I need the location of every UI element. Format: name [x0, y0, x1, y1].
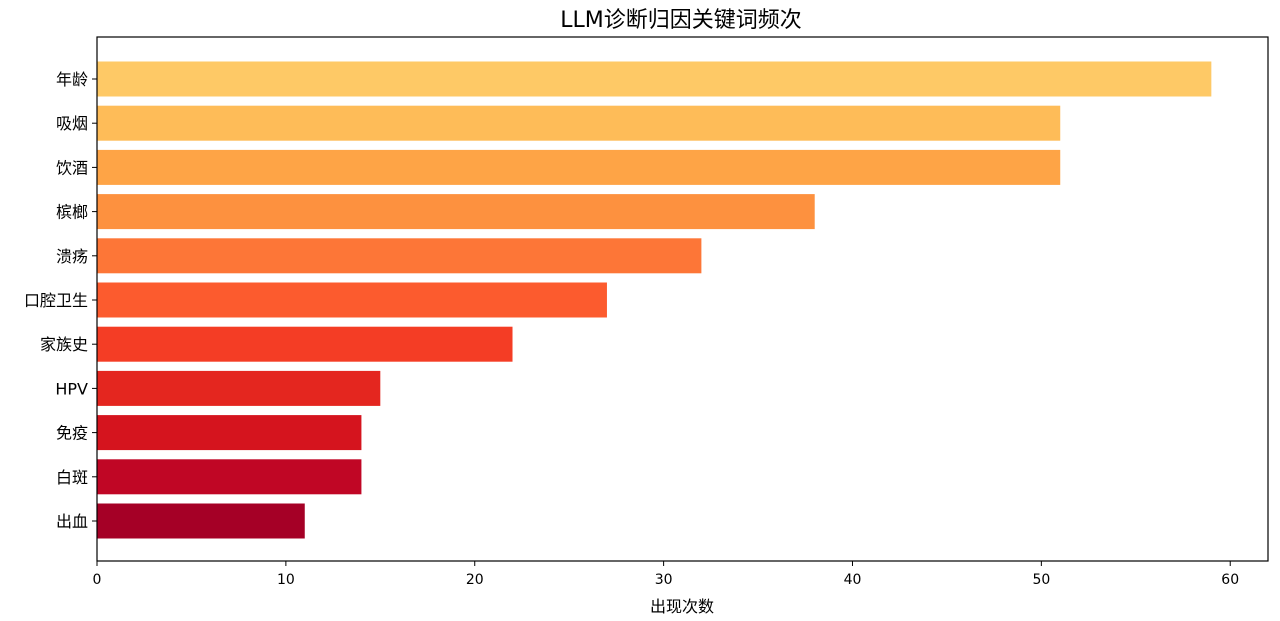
- bar: [97, 326, 513, 362]
- y-tick-label: 槟榔: [56, 203, 88, 222]
- x-tick-label: 10: [277, 572, 295, 588]
- y-tick-label: 吸烟: [56, 114, 88, 133]
- y-tick-label: 年龄: [56, 70, 88, 89]
- x-axis-ticks: 0 10 20 30 40 50 60: [93, 561, 1239, 588]
- bars-group: [97, 61, 1212, 539]
- bar: [97, 61, 1212, 97]
- bar: [97, 149, 1061, 185]
- x-axis-label: 出现次数: [650, 597, 714, 616]
- bar: [97, 459, 362, 495]
- bar: [97, 282, 607, 318]
- y-tick-label: HPV: [55, 379, 88, 398]
- y-tick-label: 溃疡: [56, 247, 88, 266]
- bar: [97, 105, 1061, 141]
- x-tick-label: 50: [1032, 572, 1050, 588]
- bar: [97, 415, 362, 451]
- y-tick-label: 免疫: [56, 424, 88, 443]
- y-tick-label: 白斑: [56, 468, 88, 487]
- y-tick-label: 饮酒: [56, 158, 88, 177]
- bar: [97, 238, 702, 274]
- bar: [97, 370, 381, 406]
- x-tick-label: 20: [466, 572, 484, 588]
- y-tick-label: 家族史: [40, 335, 88, 354]
- bar: [97, 194, 815, 230]
- plot-frame: [96, 36, 1269, 562]
- x-tick-label: 60: [1221, 572, 1239, 588]
- x-tick-label: 0: [93, 572, 102, 588]
- y-tick-label: 出血: [56, 512, 88, 531]
- y-tick-label: 口腔卫生: [24, 291, 88, 310]
- bar: [97, 503, 305, 539]
- x-tick-label: 40: [844, 572, 862, 588]
- x-tick-label: 30: [655, 572, 673, 588]
- chart-title: LLM诊断归因关键词频次: [560, 8, 802, 33]
